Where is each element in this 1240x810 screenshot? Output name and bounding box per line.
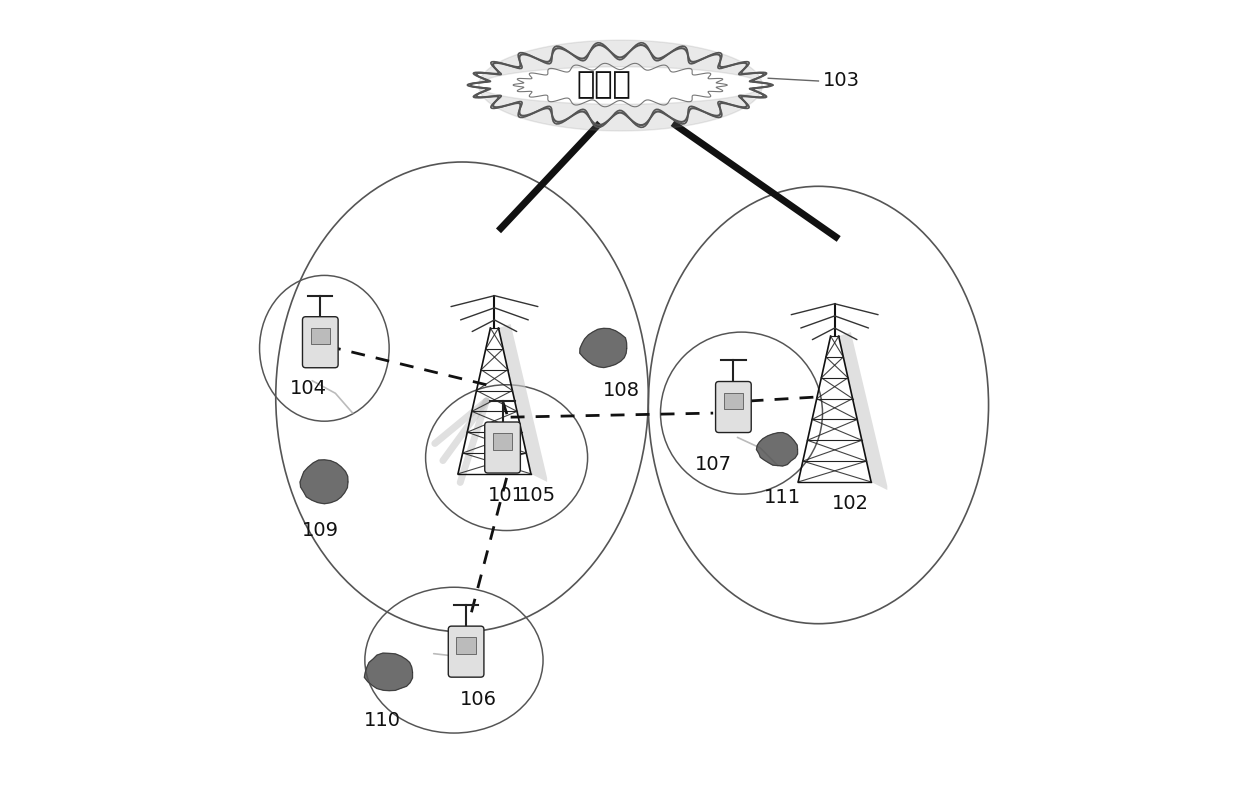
Text: 110: 110 xyxy=(365,711,402,730)
Text: 103: 103 xyxy=(822,71,859,91)
Text: 109: 109 xyxy=(301,521,339,539)
Text: 111: 111 xyxy=(764,488,801,507)
Text: 107: 107 xyxy=(694,455,732,474)
Polygon shape xyxy=(365,653,413,691)
Polygon shape xyxy=(756,433,797,466)
Bar xyxy=(492,433,512,450)
Text: 106: 106 xyxy=(460,690,497,709)
Text: 108: 108 xyxy=(603,381,640,399)
Polygon shape xyxy=(300,460,348,504)
Text: 102: 102 xyxy=(832,494,869,513)
FancyBboxPatch shape xyxy=(485,422,521,473)
Text: 101: 101 xyxy=(489,486,525,505)
FancyBboxPatch shape xyxy=(303,317,339,368)
Polygon shape xyxy=(580,328,626,368)
Text: 105: 105 xyxy=(518,486,556,505)
Bar xyxy=(310,328,330,344)
Text: 核心网: 核心网 xyxy=(577,70,631,100)
Bar xyxy=(456,637,476,654)
Bar xyxy=(724,393,743,409)
FancyBboxPatch shape xyxy=(715,382,751,433)
Text: 104: 104 xyxy=(290,379,326,398)
FancyBboxPatch shape xyxy=(449,626,484,677)
Polygon shape xyxy=(498,324,547,482)
Polygon shape xyxy=(838,332,888,490)
